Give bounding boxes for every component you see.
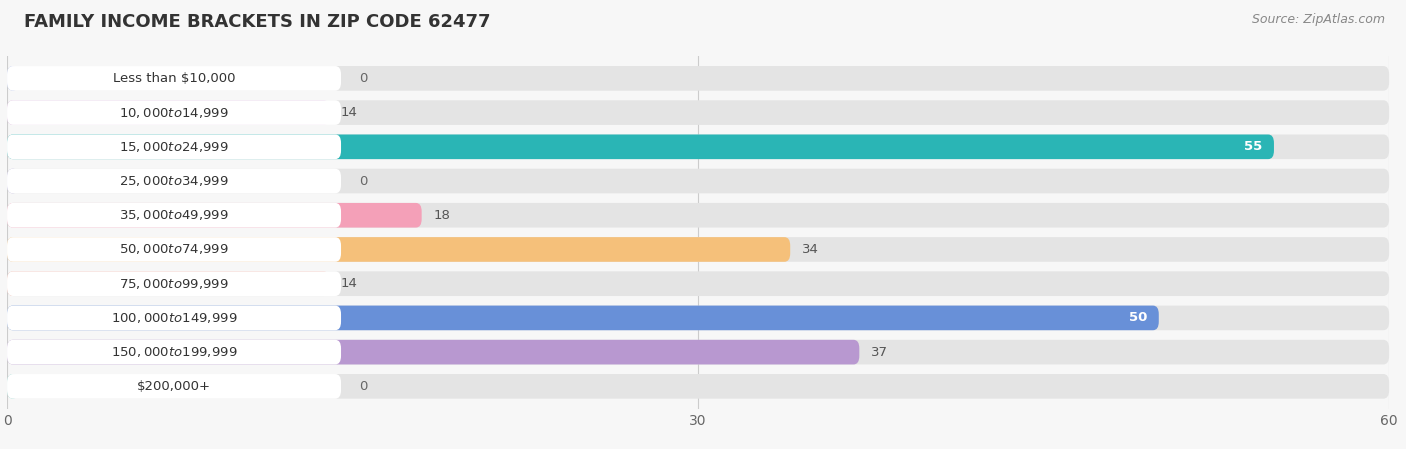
FancyBboxPatch shape [7,135,1274,159]
Text: 0: 0 [360,380,368,393]
FancyBboxPatch shape [7,100,329,125]
FancyBboxPatch shape [7,66,18,91]
FancyBboxPatch shape [7,306,1389,330]
Text: 0: 0 [360,72,368,85]
FancyBboxPatch shape [7,271,1389,296]
FancyBboxPatch shape [7,66,342,91]
FancyBboxPatch shape [7,340,342,365]
Text: 14: 14 [342,277,359,290]
FancyBboxPatch shape [7,271,342,296]
Text: Less than $10,000: Less than $10,000 [112,72,235,85]
Text: $200,000+: $200,000+ [136,380,211,393]
FancyBboxPatch shape [7,237,1389,262]
FancyBboxPatch shape [7,340,1389,365]
FancyBboxPatch shape [7,203,342,228]
Text: $50,000 to $74,999: $50,000 to $74,999 [120,242,229,256]
Text: $150,000 to $199,999: $150,000 to $199,999 [111,345,238,359]
FancyBboxPatch shape [7,169,1389,194]
FancyBboxPatch shape [7,66,1389,91]
Text: 34: 34 [801,243,818,256]
Text: $25,000 to $34,999: $25,000 to $34,999 [120,174,229,188]
Text: Source: ZipAtlas.com: Source: ZipAtlas.com [1251,13,1385,26]
Text: 18: 18 [433,209,450,222]
Text: $10,000 to $14,999: $10,000 to $14,999 [120,106,229,119]
FancyBboxPatch shape [7,271,329,296]
FancyBboxPatch shape [7,135,1389,159]
Text: 14: 14 [342,106,359,119]
FancyBboxPatch shape [7,374,342,399]
Text: 55: 55 [1244,140,1263,153]
FancyBboxPatch shape [7,306,342,330]
FancyBboxPatch shape [7,237,790,262]
FancyBboxPatch shape [7,340,859,365]
Text: $100,000 to $149,999: $100,000 to $149,999 [111,311,238,325]
FancyBboxPatch shape [7,135,342,159]
Text: 37: 37 [870,346,887,359]
Text: 0: 0 [360,175,368,188]
Text: FAMILY INCOME BRACKETS IN ZIP CODE 62477: FAMILY INCOME BRACKETS IN ZIP CODE 62477 [24,13,491,31]
FancyBboxPatch shape [7,169,18,194]
FancyBboxPatch shape [7,237,342,262]
Text: $15,000 to $24,999: $15,000 to $24,999 [120,140,229,154]
FancyBboxPatch shape [7,100,342,125]
FancyBboxPatch shape [7,100,1389,125]
FancyBboxPatch shape [7,374,1389,399]
FancyBboxPatch shape [7,203,1389,228]
Text: $35,000 to $49,999: $35,000 to $49,999 [120,208,229,222]
FancyBboxPatch shape [7,306,1159,330]
FancyBboxPatch shape [7,374,18,399]
FancyBboxPatch shape [7,203,422,228]
FancyBboxPatch shape [7,169,342,194]
Text: 50: 50 [1129,312,1147,325]
Text: $75,000 to $99,999: $75,000 to $99,999 [120,277,229,291]
